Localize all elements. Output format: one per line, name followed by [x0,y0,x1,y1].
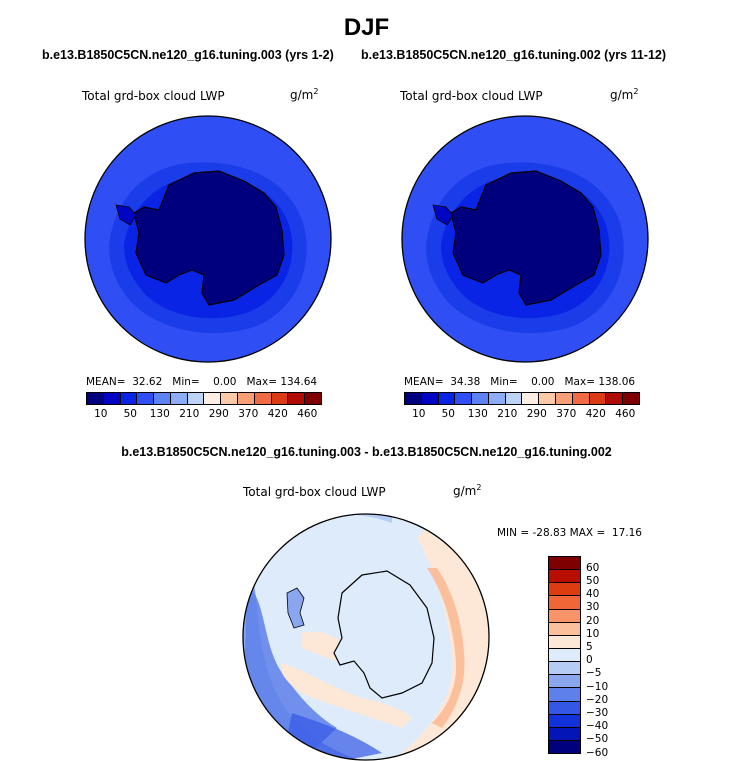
left-units-label: g/m2 [290,87,319,102]
colorbar-tick-label: 50 [123,408,137,420]
colorbar-swatch [549,714,580,728]
colorbar-swatch [549,570,580,584]
colorbar-tick-label: −10 [586,680,609,693]
left-colorbar [86,392,322,405]
colorbar-swatch [472,393,489,404]
right-stats: MEAN= 34.38 Min= 0.00 Max= 138.06 [404,376,636,388]
colorbar-swatch [87,393,104,404]
diff-units-label: g/m2 [453,483,482,498]
colorbar-swatch [170,393,188,404]
colorbar-swatch [549,675,580,689]
colorbar-swatch [187,393,205,404]
colorbar-swatch [549,662,580,676]
colorbar-tick-label: 50 [586,575,600,588]
colorbar-swatch [549,740,580,754]
colorbar-tick-label: 130 [149,408,170,420]
right-case-title: b.e13.B1850C5CN.ne120_g16.tuning.002 (yr… [361,48,667,62]
colorbar-tick-label: 420 [267,408,288,420]
colorbar-swatch [522,393,540,404]
colorbar-tick-label: 10 [586,627,600,640]
colorbar-tick-label: 40 [586,588,600,601]
colorbar-tick-label: 130 [467,408,488,420]
colorbar-swatch [549,688,580,702]
right-polar-map [401,115,649,363]
colorbar-tick-label: −30 [586,707,609,720]
diff-polar-map [242,513,490,761]
diff-colorbar-labels: 60 50 40 30 20 10 5 0 −5 −10 −20 −30 −40 −50 −60 [586,556,626,759]
colorbar-tick-label: 420 [585,408,606,420]
diff-colorbar [548,556,581,754]
colorbar-swatch [421,393,439,404]
colorbar-tick-label: 20 [586,614,600,627]
colorbar-swatch [405,393,422,404]
colorbar-swatch [238,393,255,404]
colorbar-tick-label: 0 [586,654,593,667]
colorbar-swatch [549,622,580,636]
colorbar-swatch [549,635,580,649]
colorbar-swatch [488,393,506,404]
right-colorbar [404,392,640,405]
colorbar-swatch [549,727,580,741]
colorbar-tick-label: −20 [586,693,609,706]
colorbar-tick-label: 5 [586,641,593,654]
colorbar-swatch [549,701,580,715]
colorbar-swatch [549,648,580,663]
diff-case-title: b.e13.B1850C5CN.ne120_g16.tuning.003 - b… [121,445,612,459]
colorbar-tick-label: 370 [238,408,259,420]
left-variable-label: Total grd-box cloud LWP [82,89,225,103]
right-colorbar-labels: 10 50 130 210 290 370 420 460 [404,408,640,422]
colorbar-tick-label: −60 [586,746,609,759]
colorbar-swatch [438,393,456,404]
colorbar-tick-label: 210 [179,408,200,420]
colorbar-tick-label: 290 [208,408,229,420]
left-stats: MEAN= 32.62 Min= 0.00 Max= 134.64 [86,376,318,388]
colorbar-tick-label: 10 [94,408,108,420]
colorbar-tick-label: 370 [556,408,577,420]
colorbar-swatch [549,557,580,571]
colorbar-swatch [455,393,473,404]
colorbar-swatch [221,393,239,404]
colorbar-swatch [305,393,321,404]
colorbar-swatch [120,393,138,404]
colorbar-swatch [137,393,155,404]
page-title: DJF [343,14,390,41]
diff-variable-label: Total grd-box cloud LWP [243,485,386,499]
colorbar-tick-label: 10 [412,408,426,420]
colorbar-swatch [556,393,573,404]
colorbar-swatch [288,393,306,404]
colorbar-tick-label: −5 [586,667,602,680]
colorbar-swatch [204,393,222,404]
colorbar-swatch [539,393,557,404]
left-colorbar-labels: 10 50 130 210 290 370 420 460 [86,408,322,422]
colorbar-swatch [549,609,580,623]
colorbar-swatch [589,393,607,404]
diff-minmax: MIN = -28.83 MAX = 17.16 [497,527,642,539]
right-units-label: g/m2 [610,87,639,102]
colorbar-swatch [623,393,639,404]
colorbar-tick-label: 50 [441,408,455,420]
colorbar-tick-label: 460 [297,408,318,420]
colorbar-tick-label: 210 [497,408,518,420]
colorbar-swatch [505,393,523,404]
colorbar-swatch [154,393,171,404]
left-polar-map [84,115,332,363]
colorbar-swatch [549,596,580,610]
colorbar-swatch [606,393,624,404]
colorbar-swatch [254,393,272,404]
colorbar-tick-label: 290 [526,408,547,420]
colorbar-tick-label: −50 [586,733,609,746]
right-variable-label: Total grd-box cloud LWP [400,89,543,103]
colorbar-swatch [572,393,590,404]
colorbar-swatch [271,393,289,404]
colorbar-swatch [103,393,121,404]
colorbar-tick-label: 60 [586,561,600,574]
colorbar-tick-label: 30 [586,601,600,614]
colorbar-tick-label: 460 [615,408,636,420]
colorbar-swatch [549,583,580,597]
left-case-title: b.e13.B1850C5CN.ne120_g16.tuning.003 (yr… [42,48,334,62]
colorbar-tick-label: −40 [586,720,609,733]
